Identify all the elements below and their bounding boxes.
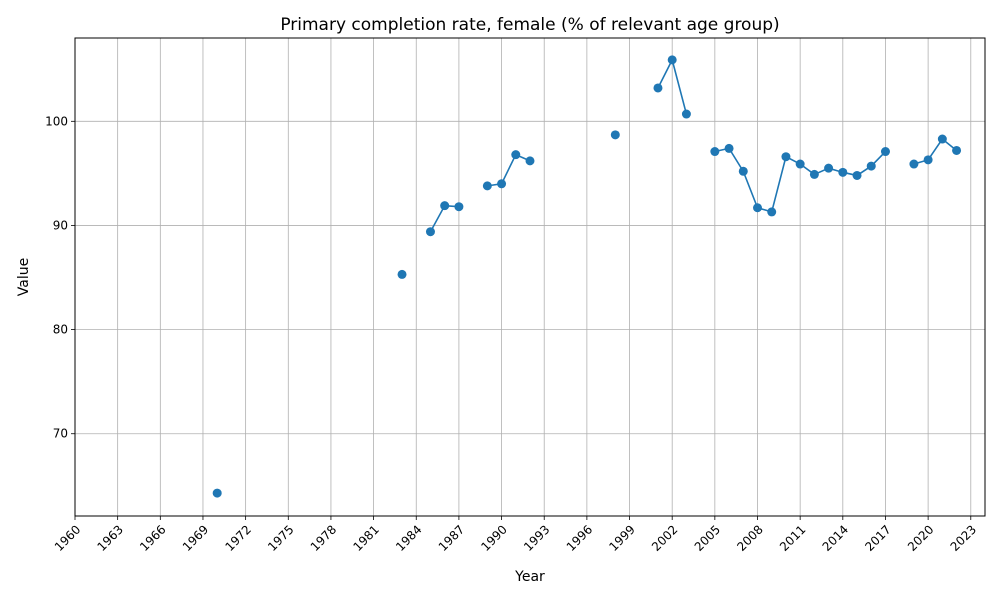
data-point — [710, 147, 720, 157]
data-point — [667, 55, 677, 65]
data-point — [525, 156, 535, 166]
data-point — [753, 203, 762, 213]
chart-title: Primary completion rate, female (% of re… — [280, 15, 779, 35]
grid — [74, 38, 985, 516]
data-point — [866, 161, 876, 171]
data-point — [482, 181, 492, 191]
data-point — [610, 130, 620, 140]
data-point — [809, 169, 819, 179]
y-tick-label: 70 — [53, 427, 68, 441]
data-point — [838, 167, 848, 177]
x-axis-label: Year — [514, 569, 545, 585]
y-axis-label: Value — [16, 258, 32, 296]
data-point — [824, 163, 834, 173]
data-point — [397, 269, 407, 279]
data-point — [511, 150, 521, 160]
plot-area-frame — [74, 37, 986, 517]
data-point — [909, 159, 919, 169]
data-point — [923, 155, 933, 165]
data-point — [497, 179, 507, 189]
data-point — [681, 109, 691, 119]
data-point — [425, 227, 435, 237]
series-line-segment — [913, 137, 958, 165]
data-point — [781, 152, 791, 162]
data-point — [852, 170, 862, 180]
data-point — [653, 83, 663, 93]
data-point — [937, 134, 947, 144]
data-point — [738, 166, 748, 176]
data-point — [952, 145, 962, 155]
data-point — [795, 159, 805, 169]
data-point — [454, 202, 464, 212]
series-line-segment — [487, 153, 531, 187]
data-point — [767, 207, 777, 217]
data-point — [212, 488, 222, 498]
data-point — [440, 201, 450, 211]
series-layer — [212, 55, 962, 498]
y-tick-label: 100 — [45, 114, 68, 128]
data-point — [724, 143, 734, 153]
y-tick-label: 80 — [53, 323, 68, 337]
y-tick-label: 90 — [53, 218, 68, 232]
data-point — [880, 147, 890, 157]
